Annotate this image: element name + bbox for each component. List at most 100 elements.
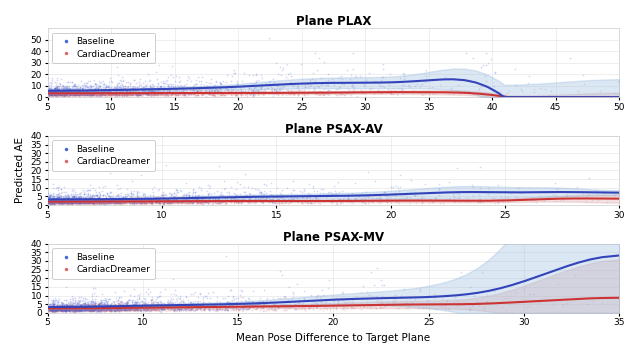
Point xyxy=(259,188,269,193)
Point xyxy=(60,308,70,314)
Point xyxy=(367,199,377,205)
Point xyxy=(46,91,56,97)
Point xyxy=(47,199,57,205)
Point xyxy=(194,194,204,200)
Point xyxy=(186,200,196,206)
Point xyxy=(94,199,104,204)
Point xyxy=(44,93,54,98)
Point xyxy=(100,195,111,201)
Point xyxy=(259,92,269,97)
Point xyxy=(232,302,243,308)
Point xyxy=(290,89,300,95)
Point xyxy=(86,306,97,312)
Point xyxy=(96,90,106,96)
Point xyxy=(192,299,202,304)
Point xyxy=(47,93,57,98)
Point xyxy=(163,83,173,88)
Point xyxy=(64,87,74,93)
Point xyxy=(72,88,82,94)
Point xyxy=(54,198,65,203)
Point xyxy=(248,302,258,308)
Point xyxy=(244,303,255,309)
Point xyxy=(229,89,239,95)
Point xyxy=(74,90,84,96)
Point xyxy=(120,200,130,206)
Point xyxy=(61,306,71,311)
Point xyxy=(200,199,210,204)
Point xyxy=(317,198,328,204)
Point xyxy=(512,304,522,310)
Point xyxy=(46,197,56,202)
Point xyxy=(210,301,220,307)
Point xyxy=(79,199,90,205)
Point xyxy=(275,304,285,310)
Point xyxy=(95,90,105,96)
Point xyxy=(187,198,197,203)
Point xyxy=(63,91,73,96)
Point xyxy=(46,303,56,309)
Point xyxy=(328,196,338,202)
Point xyxy=(269,307,280,313)
Point xyxy=(150,304,161,310)
Point xyxy=(70,92,80,98)
Point xyxy=(386,91,396,96)
Point xyxy=(114,198,124,204)
Point xyxy=(175,197,186,203)
Point xyxy=(49,305,60,310)
Point xyxy=(114,306,124,311)
Point xyxy=(55,91,65,97)
Point xyxy=(67,304,77,310)
Point xyxy=(260,297,271,303)
Point xyxy=(405,84,415,90)
Point xyxy=(61,91,71,97)
Point xyxy=(221,253,231,258)
Point xyxy=(291,301,301,307)
Point xyxy=(104,193,115,199)
Point xyxy=(135,199,145,204)
Point xyxy=(63,199,74,205)
Point xyxy=(113,199,123,205)
Point xyxy=(209,302,219,308)
Point xyxy=(89,91,99,97)
Point xyxy=(134,199,144,204)
Point xyxy=(226,305,236,311)
Point xyxy=(61,306,71,312)
Point xyxy=(230,92,241,97)
Point xyxy=(207,91,218,96)
Point xyxy=(50,91,60,97)
Point xyxy=(84,304,95,309)
Point xyxy=(100,306,110,312)
Point xyxy=(63,306,74,312)
Point xyxy=(134,198,144,204)
Point xyxy=(148,300,158,306)
Point xyxy=(82,308,92,313)
Point xyxy=(75,85,85,91)
Point xyxy=(111,307,121,313)
Point xyxy=(140,198,150,204)
Point xyxy=(145,303,156,309)
Point xyxy=(46,202,56,207)
Point xyxy=(52,91,62,97)
Point xyxy=(55,201,65,207)
Point xyxy=(60,91,70,97)
Point xyxy=(58,199,68,205)
Point xyxy=(67,91,77,97)
Point xyxy=(194,301,204,307)
Point xyxy=(186,91,196,96)
Point xyxy=(475,164,485,170)
Point xyxy=(184,198,195,204)
Point xyxy=(45,199,55,204)
Point xyxy=(88,307,98,313)
Point xyxy=(106,305,116,311)
Point xyxy=(74,192,84,197)
Point xyxy=(286,305,296,310)
Point xyxy=(52,303,62,309)
Point xyxy=(75,307,85,313)
Point xyxy=(143,304,154,310)
Point xyxy=(44,199,54,204)
Point xyxy=(79,198,89,203)
Point xyxy=(66,91,76,97)
Point xyxy=(63,306,73,311)
Point xyxy=(377,282,387,287)
Point xyxy=(61,87,72,93)
